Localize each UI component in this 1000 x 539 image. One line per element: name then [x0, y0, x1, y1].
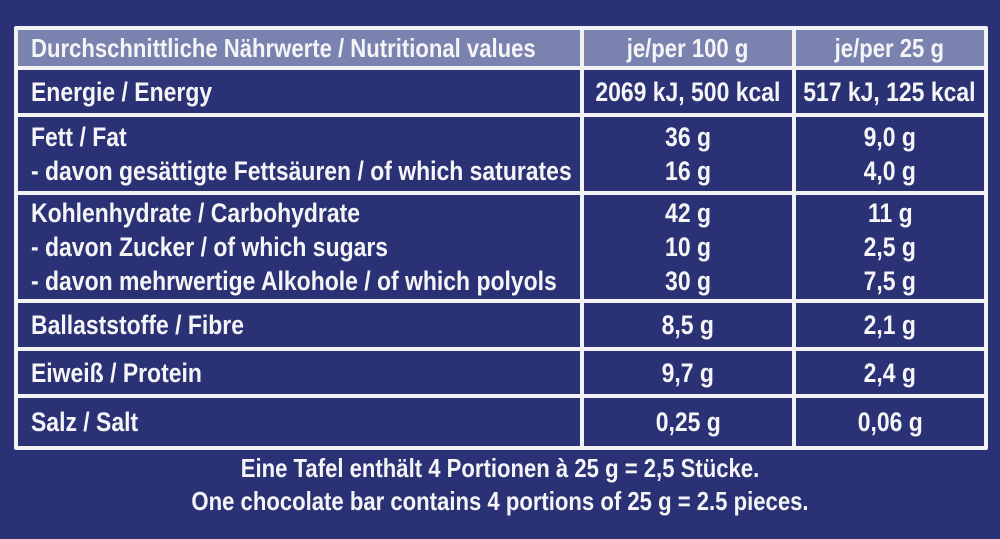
value-per-100g: 16 g	[664, 156, 711, 186]
portion-note-english: One chocolate bar contains 4 portions of…	[191, 486, 809, 516]
row-protein-label: Eiweiß / Protein	[18, 351, 581, 394]
nutrient-sublabel-line: - davon gesättigte Fettsäuren / of which…	[31, 156, 572, 186]
row-fibre-per-100g: 8,5 g	[584, 303, 792, 347]
header-per-100g-text: je/per 100 g	[627, 33, 749, 63]
value-per-25g: 4,0 g	[863, 156, 916, 186]
value-per-25g: 0,06 g	[857, 407, 923, 437]
value-per-25g: 7,5 g	[863, 266, 916, 296]
row-salt-per-25g: 0,06 g	[795, 398, 984, 446]
row-fat-label: Fett / Fat - davon gesättigte Fettsäuren…	[18, 117, 581, 191]
row-energy-per-100g: 2069 kJ, 500 kcal	[584, 70, 792, 113]
row-fat-per-100g: 36 g 16 g	[584, 117, 792, 191]
value-per-25g: 2,5 g	[863, 232, 916, 262]
header-per-25g-text: je/per 25 g	[835, 33, 945, 63]
nutrient-sublabel-line: - davon Zucker / of which sugars	[31, 232, 389, 262]
nutrient-label-line: Salz / Salt	[31, 407, 139, 437]
row-protein-per-25g: 2,4 g	[795, 351, 984, 394]
header-nutrient-label: Durchschnittliche Nährwerte / Nutritiona…	[18, 30, 581, 66]
value-per-25g: 11 g	[867, 198, 913, 228]
row-energy-per-25g: 517 kJ, 125 kcal	[795, 70, 984, 113]
value-per-100g: 8,5 g	[661, 310, 715, 340]
row-carbohydrate-label: Kohlenhydrate / Carbohydrate - davon Zuc…	[18, 195, 581, 299]
row-salt-per-100g: 0,25 g	[584, 398, 792, 446]
value-per-100g: 10 g	[664, 232, 711, 262]
nutrient-sublabel-line: - davon mehrwertige Alkohole / of which …	[31, 266, 557, 296]
nutrient-label-line: Fett / Fat	[31, 122, 127, 152]
row-carbohydrate-per-25g: 11 g 2,5 g 7,5 g	[795, 195, 984, 299]
value-per-25g: 9,0 g	[863, 122, 916, 152]
value-per-100g: 9,7 g	[661, 357, 715, 388]
header-nutrient-label-text: Durchschnittliche Nährwerte / Nutritiona…	[31, 33, 536, 63]
value-per-100g: 30 g	[664, 266, 711, 296]
value-per-25g: 2,1 g	[863, 310, 916, 340]
nutrient-label-line: Kohlenhydrate / Carbohydrate	[31, 198, 361, 228]
row-fibre-label: Ballaststoffe / Fibre	[18, 303, 581, 347]
value-per-100g: 2069 kJ, 500 kcal	[595, 76, 781, 107]
row-protein-per-100g: 9,7 g	[584, 351, 792, 394]
row-carbohydrate-per-100g: 42 g 10 g 30 g	[584, 195, 792, 299]
nutrient-label-line: Energie / Energy	[31, 76, 213, 107]
value-per-100g: 42 g	[664, 198, 711, 228]
row-fat-per-25g: 9,0 g 4,0 g	[795, 117, 984, 191]
value-per-25g: 517 kJ, 125 kcal	[803, 76, 976, 107]
nutrition-table: Durchschnittliche Nährwerte / Nutritiona…	[14, 26, 988, 450]
nutrient-label-line: Eiweiß / Protein	[31, 357, 202, 388]
portion-note-german: Eine Tafel enthält 4 Portionen à 25 g = …	[240, 453, 760, 483]
row-fibre-per-25g: 2,1 g	[795, 303, 984, 347]
value-per-25g: 2,4 g	[863, 357, 916, 388]
header-per-100g: je/per 100 g	[584, 30, 792, 66]
row-salt-label: Salz / Salt	[18, 398, 581, 446]
nutrient-label-line: Ballaststoffe / Fibre	[31, 310, 244, 340]
header-per-25g: je/per 25 g	[795, 30, 984, 66]
value-per-100g: 0,25 g	[655, 407, 721, 437]
row-energy-label: Energie / Energy	[18, 70, 581, 113]
portion-note: Eine Tafel enthält 4 Portionen à 25 g = …	[0, 452, 1000, 518]
value-per-100g: 36 g	[664, 122, 711, 152]
